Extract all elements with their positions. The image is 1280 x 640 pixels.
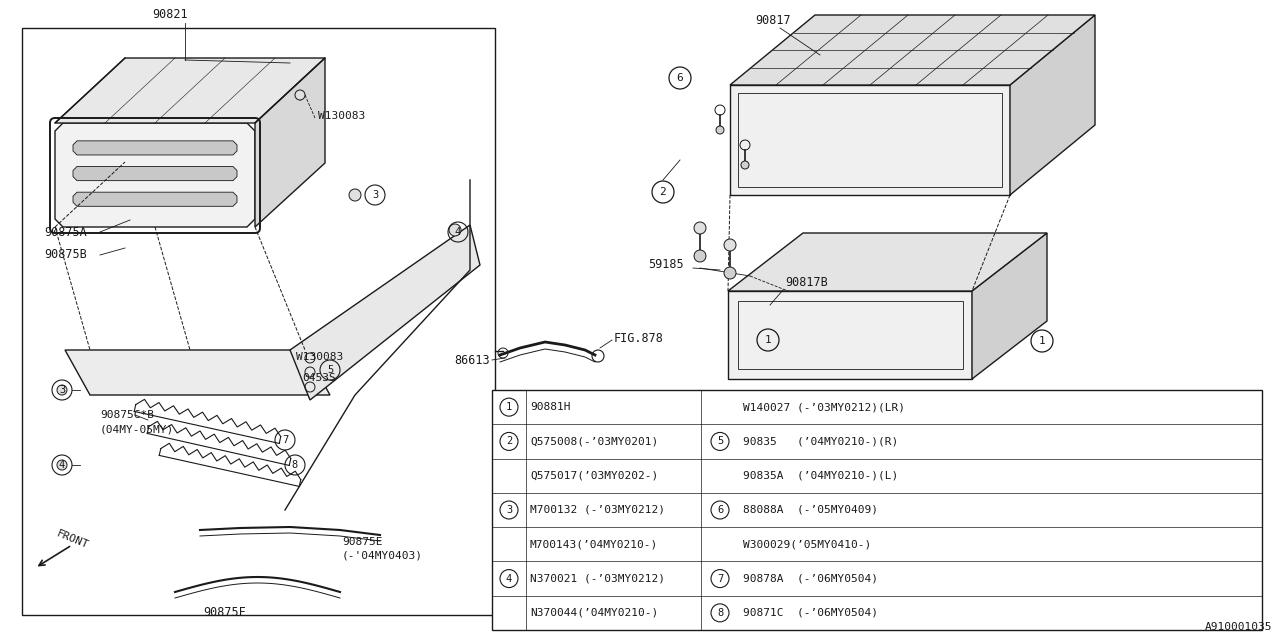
Polygon shape xyxy=(972,233,1047,379)
Text: W140027 (-’03MY0212)(LR): W140027 (-’03MY0212)(LR) xyxy=(742,402,905,412)
Text: (-'04MY0403): (-'04MY0403) xyxy=(342,550,422,560)
Circle shape xyxy=(694,250,707,262)
Polygon shape xyxy=(55,123,255,227)
Polygon shape xyxy=(73,192,237,206)
Polygon shape xyxy=(728,233,1047,291)
Text: 6: 6 xyxy=(717,505,723,515)
Text: 90835   (’04MY0210-)(R): 90835 (’04MY0210-)(R) xyxy=(742,436,899,447)
Text: 5: 5 xyxy=(717,436,723,447)
Text: 3: 3 xyxy=(506,505,512,515)
Text: 90875B: 90875B xyxy=(44,248,87,262)
Circle shape xyxy=(724,267,736,279)
Circle shape xyxy=(58,385,67,395)
Text: 88088A  (-’05MY0409): 88088A (-’05MY0409) xyxy=(742,505,878,515)
Polygon shape xyxy=(255,58,325,227)
Polygon shape xyxy=(730,15,1094,85)
Text: 6: 6 xyxy=(677,73,684,83)
Circle shape xyxy=(58,460,67,470)
Text: 2: 2 xyxy=(506,436,512,447)
Text: Q575017(’03MY0202-): Q575017(’03MY0202-) xyxy=(530,470,658,481)
Text: 59185: 59185 xyxy=(648,259,684,271)
Text: FRONT: FRONT xyxy=(55,529,90,551)
Polygon shape xyxy=(73,166,237,180)
Polygon shape xyxy=(55,58,325,123)
Bar xyxy=(739,93,1002,187)
Text: 1: 1 xyxy=(1038,336,1046,346)
Circle shape xyxy=(741,161,749,169)
Text: M700143(’04MY0210-): M700143(’04MY0210-) xyxy=(530,540,658,549)
Text: 8: 8 xyxy=(717,608,723,618)
Text: 90875E: 90875E xyxy=(342,537,383,547)
Text: 90878A  (-’06MY0504): 90878A (-’06MY0504) xyxy=(742,573,878,584)
Text: 7: 7 xyxy=(717,573,723,584)
Circle shape xyxy=(349,189,361,201)
Text: M700132 (-’03MY0212): M700132 (-’03MY0212) xyxy=(530,505,666,515)
Circle shape xyxy=(449,224,461,236)
Text: 4: 4 xyxy=(506,573,512,584)
Text: W130083: W130083 xyxy=(317,111,365,121)
Text: 90881H: 90881H xyxy=(530,402,571,412)
Text: 5: 5 xyxy=(326,365,333,375)
Text: 2: 2 xyxy=(659,187,667,197)
Bar xyxy=(492,390,1262,630)
Text: 90875C*B: 90875C*B xyxy=(100,410,154,420)
Text: 90817: 90817 xyxy=(755,13,791,26)
Text: 3: 3 xyxy=(372,190,378,200)
Text: 90871C  (-’06MY0504): 90871C (-’06MY0504) xyxy=(742,608,878,618)
Circle shape xyxy=(716,126,724,134)
Text: W130083: W130083 xyxy=(296,352,343,362)
Text: 90821: 90821 xyxy=(152,8,188,22)
Text: N370044(’04MY0210-): N370044(’04MY0210-) xyxy=(530,608,658,618)
Text: 90835A  (’04MY0210-)(L): 90835A (’04MY0210-)(L) xyxy=(742,470,899,481)
Polygon shape xyxy=(65,350,330,395)
Text: 86613: 86613 xyxy=(454,353,490,367)
Text: W300029(’05MY0410-): W300029(’05MY0410-) xyxy=(742,540,872,549)
Text: 0453S: 0453S xyxy=(302,373,335,383)
Text: 4: 4 xyxy=(59,460,65,470)
Text: 90875F: 90875F xyxy=(204,605,246,618)
Circle shape xyxy=(724,239,736,251)
Text: Q575008(-’03MY0201): Q575008(-’03MY0201) xyxy=(530,436,658,447)
Polygon shape xyxy=(291,225,480,400)
Text: 90817B: 90817B xyxy=(785,275,828,289)
Text: N370021 (-’03MY0212): N370021 (-’03MY0212) xyxy=(530,573,666,584)
Text: 8: 8 xyxy=(292,460,298,470)
Polygon shape xyxy=(1010,15,1094,195)
Text: A910001035: A910001035 xyxy=(1204,622,1272,632)
Text: 3: 3 xyxy=(59,385,65,395)
Bar xyxy=(22,28,495,615)
Text: 1: 1 xyxy=(506,402,512,412)
Circle shape xyxy=(294,90,305,100)
Text: 90875A: 90875A xyxy=(44,225,87,239)
Text: (04MY-05MY): (04MY-05MY) xyxy=(100,425,174,435)
Polygon shape xyxy=(73,141,237,155)
Polygon shape xyxy=(730,85,1010,195)
Polygon shape xyxy=(728,291,972,379)
Text: FIG.878: FIG.878 xyxy=(614,332,664,344)
Bar xyxy=(739,301,963,369)
Text: 7: 7 xyxy=(282,435,288,445)
Circle shape xyxy=(694,222,707,234)
Text: 1: 1 xyxy=(764,335,772,345)
Text: 4: 4 xyxy=(454,227,461,237)
